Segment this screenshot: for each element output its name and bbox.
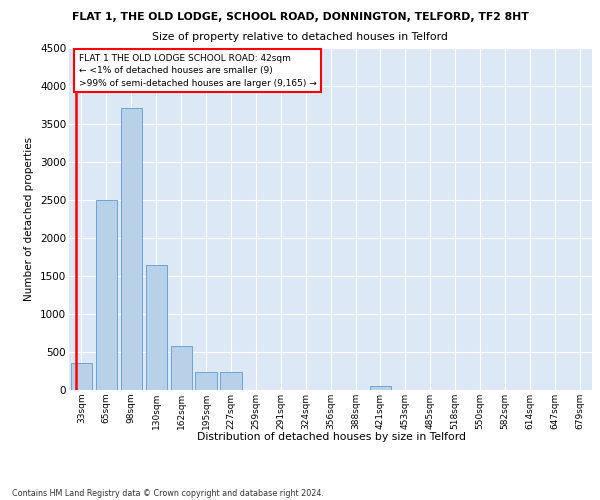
Bar <box>370 386 391 390</box>
Y-axis label: Number of detached properties: Number of detached properties <box>25 136 34 301</box>
Bar <box>96 200 117 390</box>
Bar <box>146 265 167 390</box>
Bar <box>121 108 142 390</box>
Text: FLAT 1, THE OLD LODGE, SCHOOL ROAD, DONNINGTON, TELFORD, TF2 8HT: FLAT 1, THE OLD LODGE, SCHOOL ROAD, DONN… <box>71 12 529 22</box>
Bar <box>170 346 192 390</box>
Text: Distribution of detached houses by size in Telford: Distribution of detached houses by size … <box>197 432 466 442</box>
Bar <box>220 372 242 390</box>
Bar <box>196 372 217 390</box>
Text: Contains HM Land Registry data © Crown copyright and database right 2024.: Contains HM Land Registry data © Crown c… <box>12 488 324 498</box>
Text: Size of property relative to detached houses in Telford: Size of property relative to detached ho… <box>152 32 448 42</box>
Text: FLAT 1 THE OLD LODGE SCHOOL ROAD: 42sqm
← <1% of detached houses are smaller (9): FLAT 1 THE OLD LODGE SCHOOL ROAD: 42sqm … <box>79 54 317 88</box>
Bar <box>71 364 92 390</box>
